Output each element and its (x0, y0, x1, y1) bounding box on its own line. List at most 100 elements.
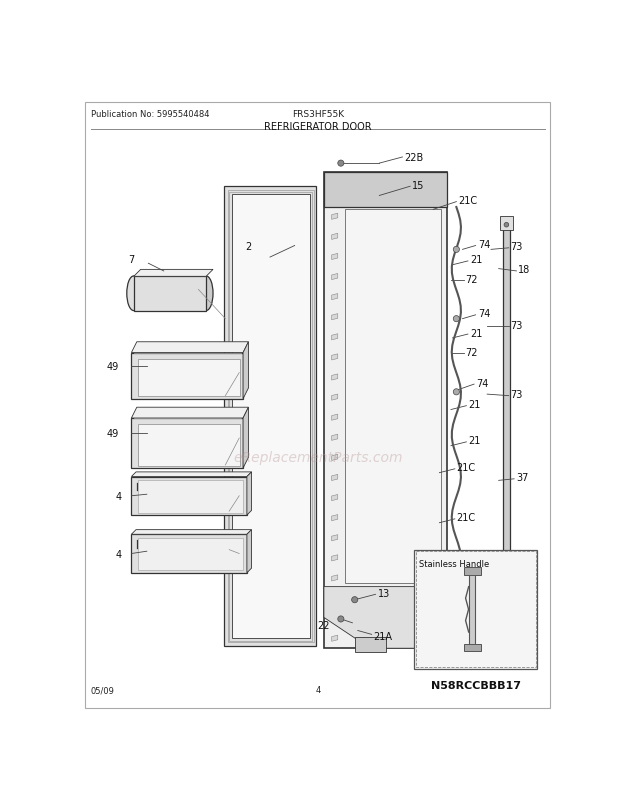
Polygon shape (345, 210, 441, 583)
Text: 80: 80 (420, 642, 430, 650)
Text: 72: 72 (466, 347, 478, 358)
Text: 18: 18 (479, 605, 489, 614)
Bar (414, 550, 537, 669)
Circle shape (352, 597, 358, 603)
Text: 21: 21 (469, 399, 481, 410)
Polygon shape (500, 554, 513, 568)
Polygon shape (138, 359, 240, 397)
Polygon shape (243, 407, 249, 468)
Polygon shape (332, 375, 338, 381)
Text: N58RCCBBB17: N58RCCBBB17 (431, 680, 521, 690)
Polygon shape (131, 419, 243, 468)
Text: 4: 4 (315, 685, 321, 695)
Polygon shape (332, 615, 338, 622)
Polygon shape (138, 424, 240, 466)
Polygon shape (131, 530, 252, 535)
Ellipse shape (127, 277, 141, 311)
Ellipse shape (199, 277, 213, 311)
Polygon shape (332, 495, 338, 501)
Text: 74: 74 (478, 240, 490, 249)
Polygon shape (332, 234, 338, 240)
Circle shape (453, 247, 459, 253)
Polygon shape (332, 274, 338, 280)
Polygon shape (332, 575, 338, 581)
Text: 74: 74 (478, 309, 490, 319)
Polygon shape (464, 644, 481, 651)
Polygon shape (134, 270, 213, 277)
Polygon shape (332, 535, 338, 541)
Text: eReplacementParts.com: eReplacementParts.com (233, 451, 402, 464)
Circle shape (504, 223, 508, 228)
Polygon shape (134, 277, 206, 311)
Polygon shape (332, 314, 338, 320)
Polygon shape (247, 530, 252, 573)
Text: 73: 73 (510, 321, 523, 330)
Text: REFRIGERATOR DOOR: REFRIGERATOR DOOR (264, 122, 371, 132)
Polygon shape (332, 455, 338, 461)
Polygon shape (469, 572, 475, 648)
Polygon shape (324, 587, 447, 648)
Polygon shape (332, 595, 338, 602)
Text: 21C: 21C (458, 196, 477, 206)
Text: 2: 2 (246, 241, 252, 251)
Polygon shape (332, 415, 338, 421)
Text: 4: 4 (115, 549, 122, 559)
Text: 66: 66 (420, 573, 430, 582)
Polygon shape (332, 475, 338, 481)
Polygon shape (503, 219, 510, 565)
Text: 18: 18 (518, 265, 530, 275)
Circle shape (453, 389, 459, 395)
Polygon shape (355, 637, 386, 652)
Text: 21: 21 (469, 435, 481, 446)
Text: 7: 7 (128, 255, 135, 265)
Circle shape (504, 558, 508, 563)
Polygon shape (138, 538, 243, 571)
Text: 49: 49 (107, 362, 119, 372)
Polygon shape (332, 435, 338, 441)
Text: 73: 73 (510, 390, 523, 399)
Circle shape (338, 616, 344, 622)
Polygon shape (138, 480, 243, 513)
Polygon shape (131, 353, 243, 399)
Text: 79: 79 (476, 643, 485, 652)
Text: FRS3HF55K: FRS3HF55K (291, 110, 344, 119)
Text: 05/09: 05/09 (91, 685, 115, 695)
Polygon shape (332, 214, 338, 220)
Polygon shape (131, 472, 252, 477)
Polygon shape (131, 535, 247, 573)
Polygon shape (332, 294, 338, 300)
Polygon shape (247, 472, 252, 516)
Polygon shape (131, 477, 247, 516)
Polygon shape (231, 195, 310, 638)
Text: 21: 21 (470, 255, 482, 265)
Text: 74: 74 (476, 378, 489, 388)
Text: 13: 13 (378, 588, 390, 598)
Text: Publication No: 5995540484: Publication No: 5995540484 (91, 110, 209, 119)
Polygon shape (332, 254, 338, 260)
Polygon shape (464, 568, 481, 575)
Text: 21C: 21C (456, 512, 476, 523)
Text: Stainless Handle: Stainless Handle (418, 559, 489, 568)
Text: 37: 37 (516, 472, 529, 483)
Text: 72: 72 (466, 274, 478, 284)
Polygon shape (224, 187, 316, 646)
Polygon shape (332, 515, 338, 521)
Text: 49: 49 (107, 428, 119, 438)
Text: 4: 4 (115, 491, 122, 501)
Circle shape (453, 316, 459, 322)
Text: 22: 22 (317, 620, 329, 630)
Text: 21C: 21C (456, 463, 476, 472)
Polygon shape (332, 395, 338, 401)
Text: 15: 15 (412, 180, 424, 190)
Polygon shape (131, 342, 249, 353)
Polygon shape (243, 342, 249, 399)
Polygon shape (324, 173, 447, 208)
Bar (415, 552, 536, 667)
Text: 22B: 22B (404, 152, 423, 163)
Polygon shape (324, 173, 447, 648)
Text: 79: 79 (476, 570, 485, 579)
Polygon shape (332, 555, 338, 561)
Text: 21: 21 (470, 328, 482, 338)
Polygon shape (131, 407, 249, 419)
Polygon shape (332, 635, 338, 642)
